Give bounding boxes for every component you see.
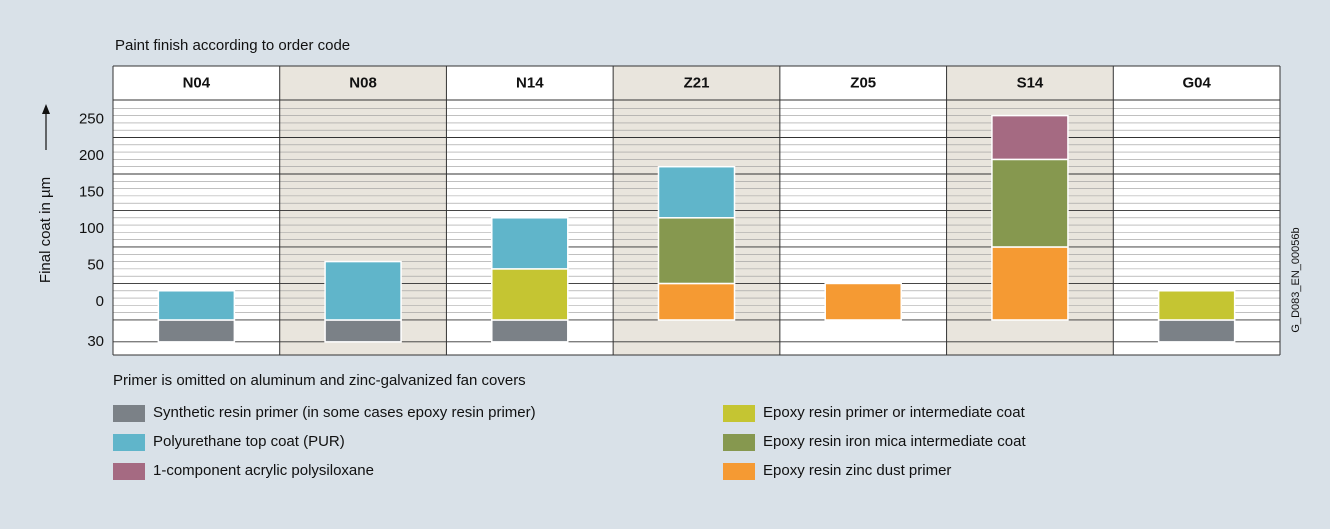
bar-segment <box>824 282 902 321</box>
legend-label: 1-component acrylic polysiloxane <box>153 462 374 479</box>
bar-segment <box>491 217 569 270</box>
legend-swatch <box>113 405 145 422</box>
column-header: G04 <box>1182 74 1211 91</box>
legend-label: Synthetic resin primer (in some cases ep… <box>153 404 536 421</box>
bar-segment <box>324 260 402 321</box>
column-header: N08 <box>349 74 377 91</box>
bar-segment <box>991 158 1069 248</box>
y-tick-label: 250 <box>79 110 104 127</box>
axis-arrow-head <box>42 104 50 114</box>
y-tick-label: 100 <box>79 220 104 237</box>
y-tick-label: 200 <box>79 147 104 164</box>
bar-segment <box>657 282 736 321</box>
chart-title: Paint finish according to order code <box>115 37 350 54</box>
legend-swatch <box>723 463 755 480</box>
legend-label: Epoxy resin iron mica intermediate coat <box>763 433 1026 450</box>
column-header: N14 <box>516 74 544 91</box>
column-header: Z05 <box>850 74 876 91</box>
note: Primer is omitted on aluminum and zinc-g… <box>113 372 526 389</box>
legend-swatch <box>113 463 145 480</box>
column-header: N04 <box>183 74 211 91</box>
figure-id: G_D083_EN_00056b <box>1290 227 1302 332</box>
bar-segment <box>324 319 402 343</box>
legend-label: Polyurethane top coat (PUR) <box>153 433 345 450</box>
column-header: Z21 <box>684 74 710 91</box>
legend-swatch <box>113 434 145 451</box>
bar-segment <box>1157 319 1236 343</box>
y-tick-label: 50 <box>87 256 104 273</box>
y-tick-label: 0 <box>96 293 104 310</box>
y-axis-label: Final coat in µm <box>37 177 54 283</box>
bar-segment <box>991 114 1069 161</box>
legend-swatch <box>723 434 755 451</box>
legend-swatch <box>723 405 755 422</box>
column-header: S14 <box>1017 74 1044 91</box>
bar-segment <box>1157 290 1236 321</box>
y-tick-label: 150 <box>79 183 104 200</box>
bar-segment <box>657 217 736 285</box>
bar-segment <box>657 165 736 219</box>
legend-label: Epoxy resin zinc dust primer <box>763 462 951 479</box>
bar-segment <box>491 268 569 321</box>
bar-segment <box>157 319 236 343</box>
bar-segment <box>157 290 236 321</box>
bar-segment <box>991 246 1069 321</box>
bar-segment <box>491 319 569 343</box>
y-tick-label: 30 <box>87 333 104 350</box>
legend-label: Epoxy resin primer or intermediate coat <box>763 404 1026 421</box>
